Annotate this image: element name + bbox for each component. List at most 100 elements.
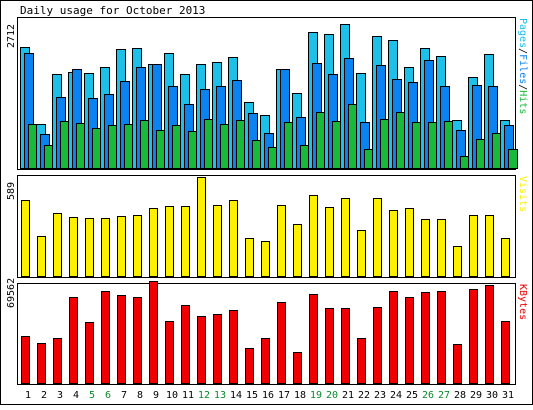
day-label-10: 10 (166, 390, 178, 401)
bar-kbytes-day-19 (309, 294, 318, 384)
bar-kbytes-day-25 (405, 297, 414, 384)
bar-kbytes-day-27 (437, 291, 446, 384)
bar-visits-day-17 (277, 205, 286, 277)
panel-border (17, 175, 516, 278)
day-label-30: 30 (486, 390, 498, 401)
bar-kbytes-day-2 (37, 343, 46, 384)
day-label-11: 11 (182, 390, 194, 401)
max-value-label: 589 (6, 182, 17, 200)
day-label-21: 21 (342, 390, 354, 401)
bar-visits-day-28 (453, 246, 462, 277)
day-label-5: 5 (89, 390, 95, 401)
day-label-16: 16 (262, 390, 274, 401)
day-label-2: 2 (41, 390, 47, 401)
day-axis: 1 2 3 4 5 6 7 8 9 10 11 12 13 14 15 16 17 18 19 20 21 22 23 24 2… (25, 390, 514, 401)
series-legend-part: / (517, 84, 528, 90)
bar-visits-day-22 (357, 230, 366, 277)
bar-visits-day-25 (405, 208, 414, 277)
bar-visits-day-16 (261, 241, 270, 277)
series-legend: Visits (517, 176, 528, 212)
bar-kbytes-day-22 (357, 338, 366, 384)
bar-kbytes-day-21 (341, 308, 350, 384)
series-legend: Pages/Files/Hits (517, 18, 528, 114)
bar-kbytes-day-10 (165, 321, 174, 384)
bar-kbytes-day-31 (501, 321, 510, 384)
day-label-18: 18 (294, 390, 306, 401)
bar-kbytes-day-24 (389, 291, 398, 384)
day-label-12: 12 (198, 390, 210, 401)
bar-kbytes-day-20 (325, 308, 334, 384)
bar-kbytes-day-26 (421, 292, 430, 384)
bar-kbytes-day-16 (261, 338, 270, 384)
bar-kbytes-day-3 (53, 338, 62, 384)
bar-visits-day-6 (101, 218, 110, 277)
day-label-26: 26 (422, 390, 434, 401)
day-label-20: 20 (326, 390, 338, 401)
bar-kbytes-day-23 (373, 307, 382, 384)
day-label-9: 9 (153, 390, 159, 401)
day-label-7: 7 (121, 390, 127, 401)
bar-visits-day-14 (229, 200, 238, 277)
bar-kbytes-day-28 (453, 344, 462, 384)
max-value-label: 69562 (6, 278, 17, 308)
bar-pages-day-31 (508, 149, 518, 169)
bar-visits-day-10 (165, 206, 174, 277)
chart-panels: 2712 Pages/Files/Hits 589 Visits 69562 KBytes (6, 17, 528, 385)
bar-visits-day-1 (21, 200, 30, 277)
day-label-17: 17 (278, 390, 290, 401)
bar-kbytes-day-13 (213, 314, 222, 384)
bar-kbytes-day-11 (181, 305, 190, 384)
day-label-22: 22 (358, 390, 370, 401)
bar-visits-day-7 (117, 216, 126, 277)
bar-visits-day-3 (53, 213, 62, 277)
bar-visits-day-29 (469, 215, 478, 277)
bar-visits-day-8 (133, 215, 142, 277)
bar-kbytes-day-29 (469, 289, 478, 384)
day-label-14: 14 (230, 390, 242, 401)
series-legend-part: Visits (517, 176, 528, 212)
bar-kbytes-day-4 (69, 297, 78, 384)
panel-hits-files-pages: 2712 Pages/Files/Hits (6, 17, 528, 170)
bar-visits-day-9 (149, 208, 158, 277)
bar-kbytes-day-6 (101, 291, 110, 384)
bar-visits-day-15 (245, 238, 254, 277)
max-value-label: 2712 (6, 24, 17, 48)
day-label-31: 31 (502, 390, 514, 401)
day-label-24: 24 (390, 390, 402, 401)
bar-visits-day-20 (325, 207, 334, 277)
bar-kbytes-day-5 (85, 322, 94, 384)
day-label-8: 8 (137, 390, 143, 401)
day-label-19: 19 (310, 390, 322, 401)
bar-kbytes-day-30 (485, 285, 494, 384)
bar-kbytes-day-18 (293, 352, 302, 384)
bar-visits-day-24 (389, 210, 398, 277)
day-label-13: 13 (214, 390, 226, 401)
bar-visits-day-30 (485, 215, 494, 277)
panel-border (17, 17, 516, 170)
series-legend-part: Files (517, 54, 528, 84)
bar-kbytes-day-14 (229, 310, 238, 384)
chart-title: Daily usage for October 2013 (20, 4, 205, 17)
day-label-6: 6 (105, 390, 111, 401)
day-label-4: 4 (73, 390, 79, 401)
day-label-15: 15 (246, 390, 258, 401)
bar-visits-day-27 (437, 219, 446, 277)
bar-visits-day-31 (501, 238, 510, 277)
bar-visits-day-11 (181, 206, 190, 277)
panel-border (17, 283, 516, 385)
bar-visits-day-5 (85, 218, 94, 277)
panel-kbytes: 69562 KBytes (6, 278, 528, 385)
series-legend-part: / (517, 48, 528, 54)
bar-kbytes-day-9 (149, 281, 158, 384)
bar-visits-day-23 (373, 198, 382, 277)
day-label-1: 1 (25, 390, 31, 401)
panel-visits: 589 Visits (6, 175, 528, 278)
bar-visits-day-26 (421, 219, 430, 277)
bar-visits-day-21 (341, 198, 350, 277)
day-label-29: 29 (470, 390, 482, 401)
series-legend-part: KBytes (517, 284, 528, 320)
bar-kbytes-day-8 (133, 297, 142, 384)
day-label-25: 25 (406, 390, 418, 401)
